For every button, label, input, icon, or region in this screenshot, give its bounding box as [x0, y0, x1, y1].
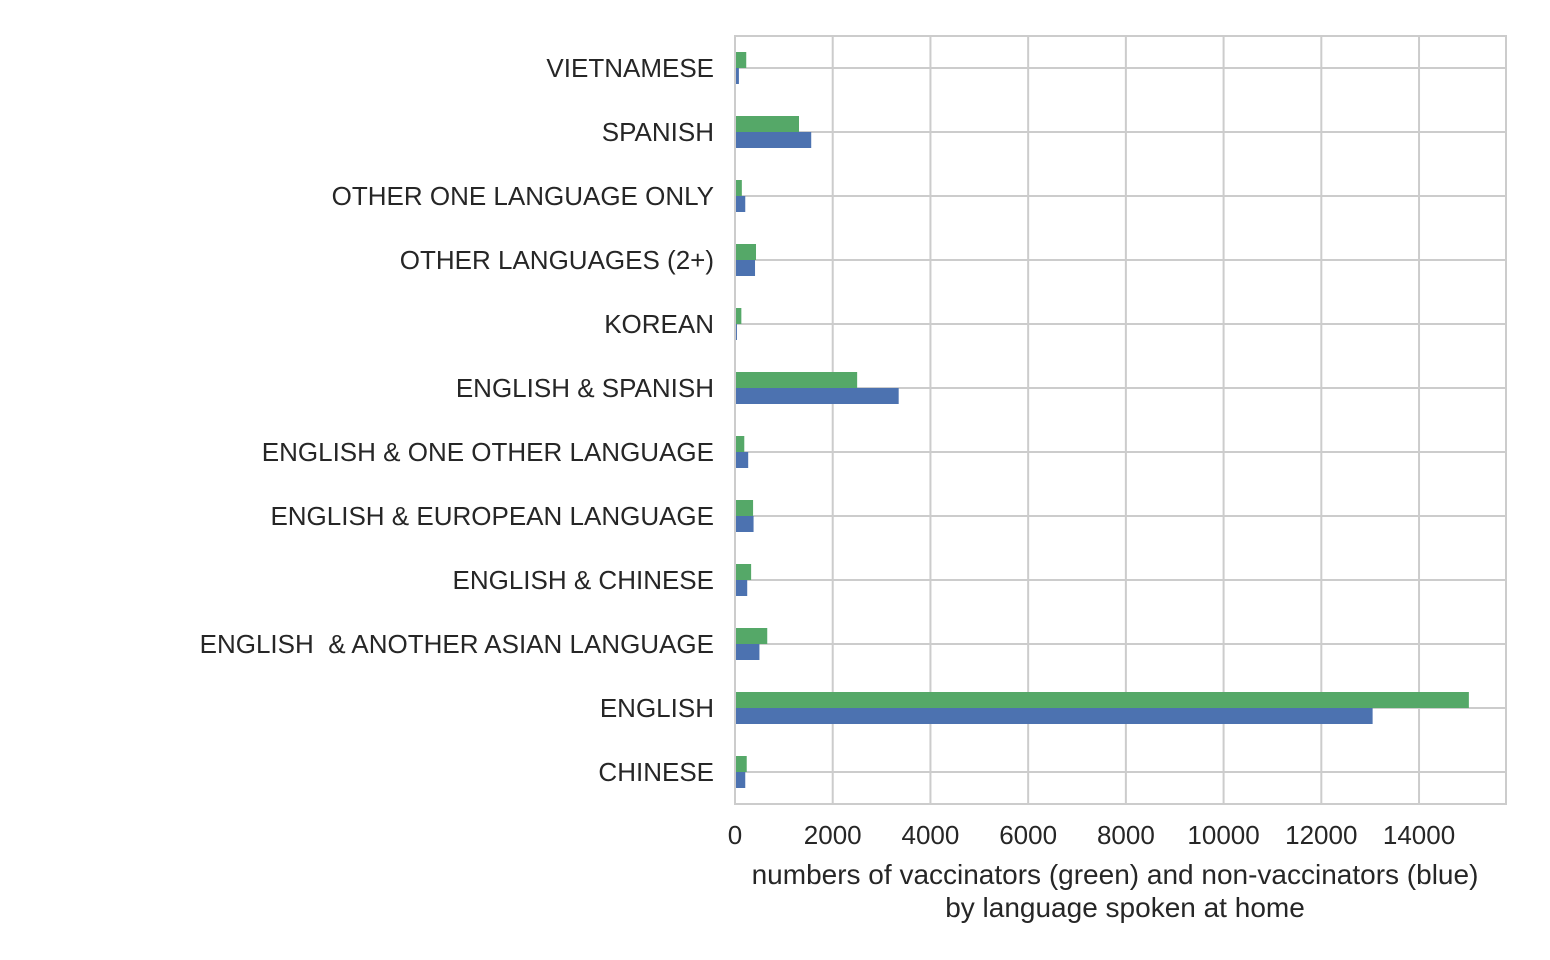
x-tick-label: 10000	[1187, 820, 1259, 850]
non-vaccinator-bar	[735, 580, 748, 596]
category-labels: CHINESE ENGLISH ENGLISH & ANOTHER ASIAN LA…	[200, 53, 714, 787]
vaccinator-bar	[735, 756, 747, 772]
category-label: ENGLISH & ANOTHER ASIAN LANGUAGE	[200, 629, 714, 659]
plot-background	[735, 36, 1506, 804]
vaccinator-bar	[735, 180, 742, 196]
vaccinator-bar	[735, 372, 858, 388]
vaccinator-bar	[735, 244, 757, 260]
vaccinator-bar	[735, 692, 1469, 708]
x-tick-label: 0	[728, 820, 742, 850]
vaccinator-bar	[735, 500, 754, 516]
vaccinator-bar	[735, 116, 800, 132]
non-vaccinator-bar	[735, 260, 756, 276]
x-tick-label: 14000	[1383, 820, 1455, 850]
x-axis-label-line1: numbers of vaccinators (green) and non-v…	[752, 859, 1479, 890]
category-label: ENGLISH & ONE OTHER LANGUAGE	[262, 437, 714, 467]
non-vaccinator-bar	[735, 388, 899, 404]
vaccinator-bar	[735, 628, 768, 644]
vaccinator-bar	[735, 52, 747, 68]
category-label: OTHER LANGUAGES (2+)	[400, 245, 714, 275]
non-vaccinator-bar	[735, 196, 746, 212]
category-label: SPANISH	[602, 117, 714, 147]
non-vaccinator-bar	[735, 644, 760, 660]
bars	[735, 52, 1469, 788]
x-tick-label: 6000	[999, 820, 1057, 850]
category-label: ENGLISH	[600, 693, 714, 723]
category-label: ENGLISH & CHINESE	[452, 565, 714, 595]
grid-lines	[734, 36, 1506, 804]
non-vaccinator-bar	[735, 516, 754, 532]
category-label: ENGLISH & SPANISH	[456, 373, 714, 403]
category-label: ENGLISH & EUROPEAN LANGUAGE	[270, 501, 714, 531]
x-tick-label: 4000	[902, 820, 960, 850]
non-vaccinator-bar	[735, 772, 746, 788]
x-tick-label: 8000	[1097, 820, 1155, 850]
category-label: KOREAN	[604, 309, 714, 339]
vaccinator-bar	[735, 564, 752, 580]
x-tick-label: 12000	[1285, 820, 1357, 850]
non-vaccinator-bar	[735, 452, 749, 468]
category-label: OTHER ONE LANGUAGE ONLY	[332, 181, 714, 211]
non-vaccinator-bar	[735, 68, 739, 84]
x-axis-label-line2: by language spoken at home	[945, 892, 1305, 923]
non-vaccinator-bar	[735, 132, 812, 148]
x-tick-labels: 0 2000 4000 6000 8000 10000 12000 14000	[728, 820, 1455, 850]
vaccinator-bar	[735, 436, 745, 452]
x-tick-label: 2000	[804, 820, 862, 850]
non-vaccinator-bar	[735, 708, 1373, 724]
vaccinator-bar	[735, 308, 742, 324]
category-label: CHINESE	[598, 757, 714, 787]
category-label: VIETNAMESE	[546, 53, 714, 83]
plot-frame	[734, 35, 1507, 805]
